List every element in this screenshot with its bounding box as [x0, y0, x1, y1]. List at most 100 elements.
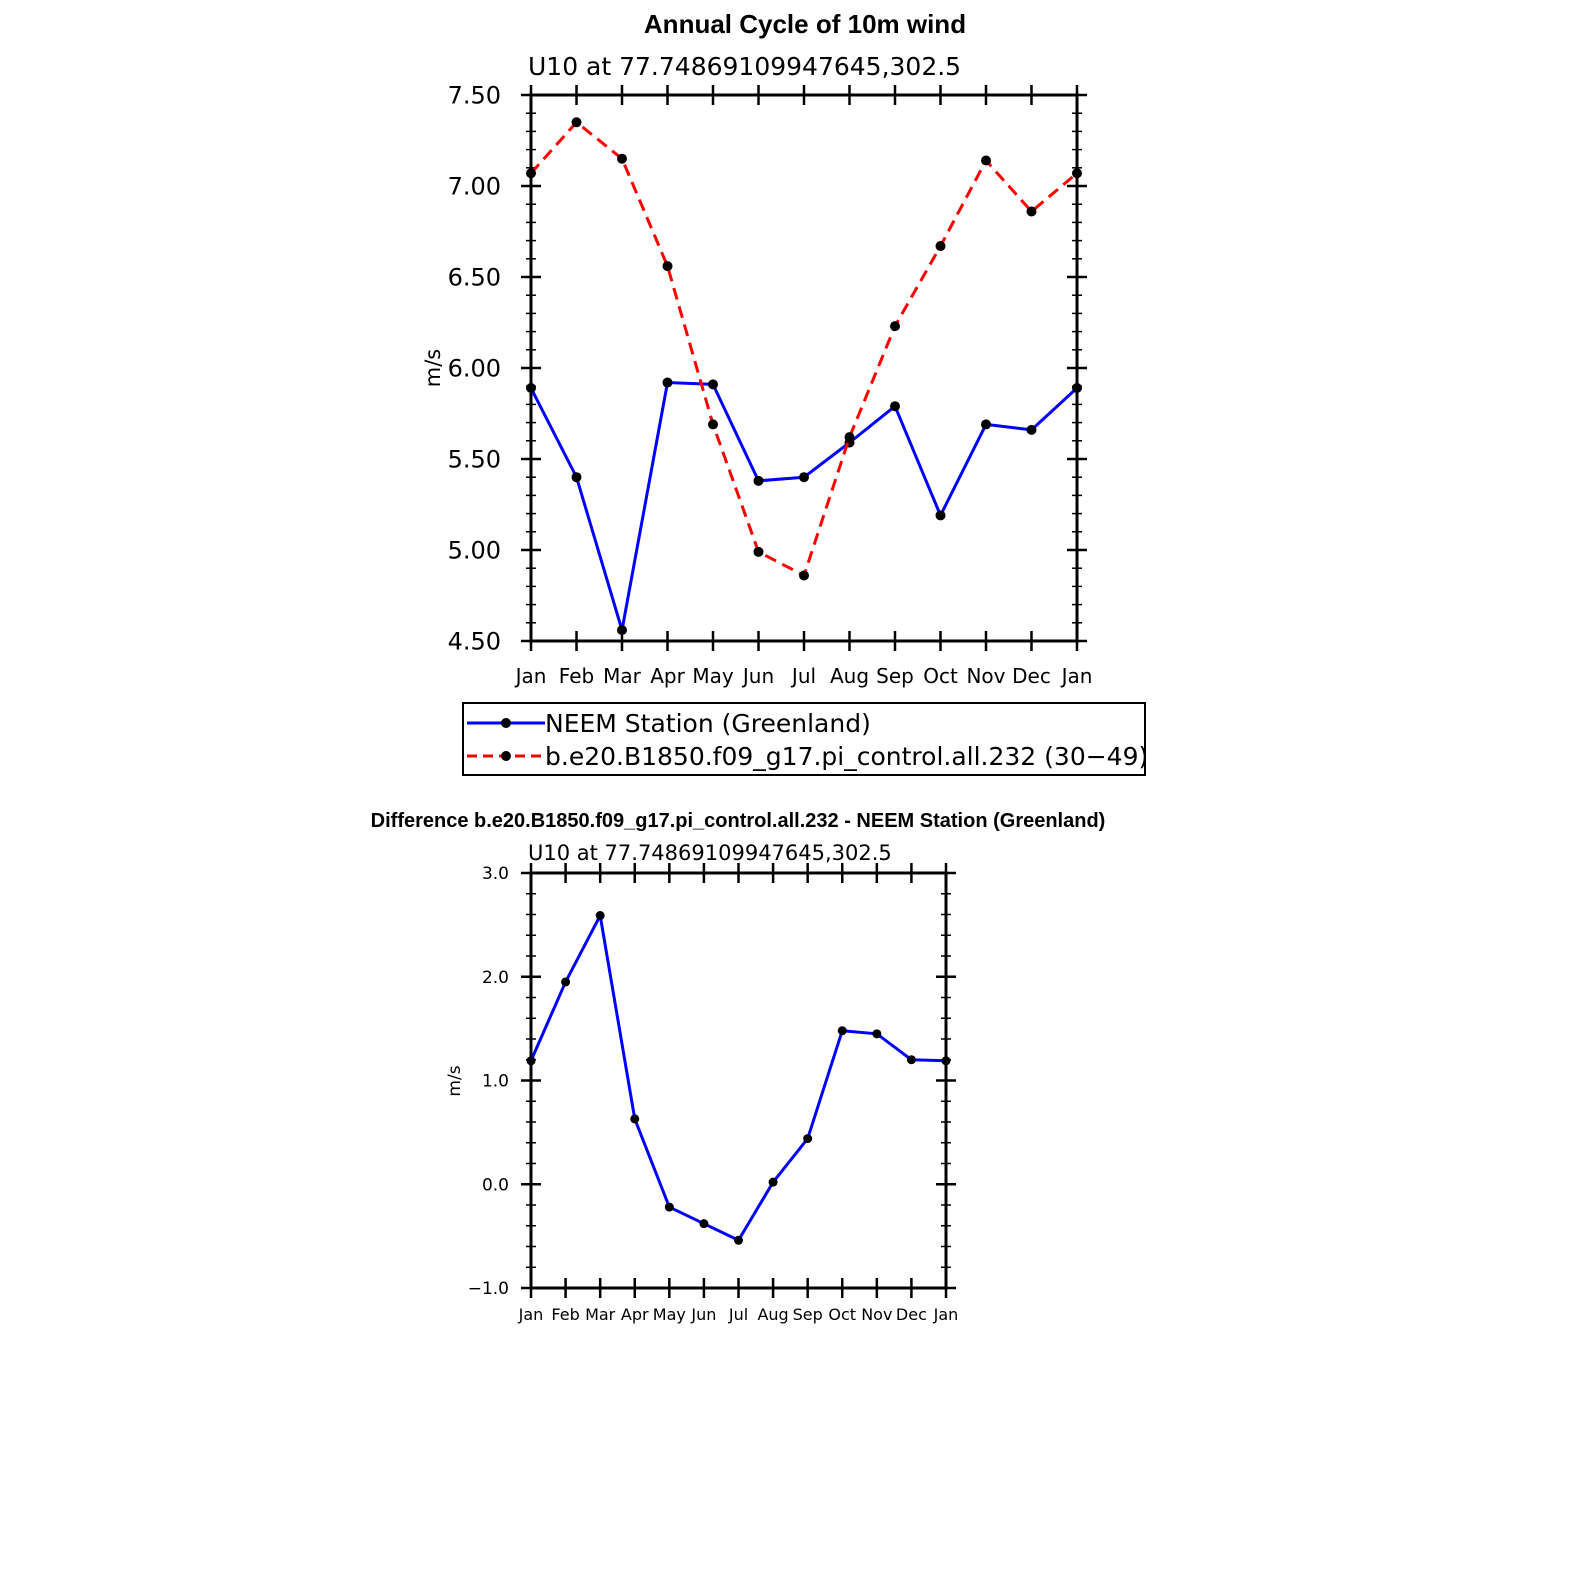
data-point: [906, 1055, 916, 1065]
chart2-subtitle: U10 at 77.74869109947645,302.5: [528, 841, 892, 865]
data-point: [664, 1202, 674, 1212]
data-point: [768, 1177, 778, 1187]
data-point: [662, 377, 673, 388]
chart2-x-tick-labels: Jan Feb Mar Apr May Jun Jul Aug Sep Oct Nov Dec Jan: [518, 1305, 959, 1324]
y-tick-label: 5.50: [448, 446, 501, 474]
chart1-series-group: [526, 117, 1082, 636]
x-tick-label: Aug: [757, 1305, 788, 1324]
chart1-subtitle: U10 at 77.74869109947645,302.5: [528, 52, 961, 81]
chart2-y-tick-labels: −1.0 0.0 1.0 2.0 3.0: [468, 864, 509, 1299]
series-line-0: [529, 914, 947, 1242]
wind-difference-chart: Difference b.e20.B1850.f09_g17.pi_contro…: [371, 810, 1106, 1324]
data-point: [799, 570, 809, 581]
data-point: [890, 401, 900, 412]
series-line-1: [529, 120, 1078, 577]
data-point: [526, 1056, 536, 1066]
data-point: [526, 383, 536, 394]
y-tick-label: 6.00: [448, 355, 501, 383]
data-point: [630, 1114, 640, 1124]
data-point: [941, 1056, 951, 1066]
data-point: [753, 475, 764, 486]
x-tick-label: Oct: [923, 664, 958, 688]
y-tick-label: 7.50: [448, 82, 501, 110]
x-tick-label: Apr: [650, 664, 685, 688]
y-tick-label: 6.50: [448, 264, 501, 292]
x-tick-label: May: [692, 664, 734, 688]
data-point: [844, 432, 855, 443]
data-point: [595, 911, 605, 921]
x-tick-label: Feb: [551, 1305, 579, 1324]
chart2-plot-frame: [529, 871, 948, 1290]
chart1-ylabel: m/s: [421, 349, 445, 387]
chart2-ticks: [521, 863, 956, 1298]
x-tick-label: Feb: [559, 664, 594, 688]
data-point: [1026, 206, 1037, 217]
data-point: [799, 472, 809, 483]
data-point: [617, 153, 627, 164]
y-tick-label: 0.0: [482, 1175, 509, 1195]
x-tick-label: Jan: [1060, 664, 1093, 688]
data-point: [837, 1026, 847, 1036]
chart2-series-group: [526, 911, 951, 1245]
x-tick-label: Jul: [790, 664, 816, 688]
data-point: [753, 546, 764, 557]
x-tick-label: Jan: [518, 1305, 544, 1324]
data-point: [699, 1219, 709, 1229]
x-tick-label: Sep: [876, 664, 914, 688]
data-point: [526, 168, 536, 179]
x-tick-label: Sep: [793, 1305, 823, 1324]
x-tick-label: May: [653, 1305, 686, 1324]
x-tick-label: Nov: [861, 1305, 892, 1324]
x-tick-label: Jul: [728, 1305, 748, 1324]
legend-marker-model: [501, 751, 511, 761]
data-point: [872, 1029, 882, 1039]
y-tick-label: 4.50: [448, 628, 501, 656]
data-point: [1072, 383, 1082, 394]
data-point: [1026, 424, 1037, 435]
x-tick-label: Jun: [741, 664, 774, 688]
x-tick-label: Dec: [1012, 664, 1051, 688]
x-tick-label: Oct: [828, 1305, 856, 1324]
chart1-y-tick-labels: 4.50 5.00 5.50 6.00 6.50 7.00 7.50: [448, 82, 501, 656]
chart1-title: Annual Cycle of 10m wind: [644, 9, 966, 39]
x-tick-label: Aug: [830, 664, 869, 688]
y-tick-label: 3.0: [482, 864, 509, 884]
data-point: [708, 379, 718, 390]
x-tick-label: Mar: [603, 664, 642, 688]
data-point: [981, 419, 991, 430]
wind-annual-cycle-chart: Annual Cycle of 10m wind U10 at 77.74869…: [421, 9, 1148, 776]
data-point: [935, 241, 946, 252]
chart2-ylabel: m/s: [445, 1065, 465, 1096]
x-tick-label: Nov: [966, 664, 1005, 688]
data-point: [1072, 168, 1082, 179]
data-point: [935, 510, 946, 521]
data-point: [734, 1235, 743, 1245]
series-line-0: [529, 381, 1079, 632]
y-tick-label: 5.00: [448, 537, 501, 565]
legend-box: [462, 702, 1146, 776]
data-point: [617, 625, 627, 636]
chart1-plot-frame: [529, 93, 1079, 643]
y-tick-label: 7.00: [448, 173, 501, 201]
y-tick-label: 1.0: [482, 1072, 509, 1092]
chart1-legend: NEEM Station (Greenland) b.e20.B1850.f09…: [462, 702, 1148, 776]
data-point: [981, 155, 991, 166]
x-tick-label: Jan: [933, 1305, 959, 1324]
x-tick-label: Apr: [621, 1305, 649, 1324]
data-point: [890, 321, 900, 332]
data-point: [662, 261, 673, 272]
data-point: [571, 117, 582, 128]
x-tick-label: Jun: [690, 1305, 716, 1324]
legend-marker-neem: [501, 718, 511, 728]
data-point: [803, 1134, 813, 1144]
chart1-x-tick-labels: Jan Feb Mar Apr May Jun Jul Aug Sep Oct Nov Dec Jan: [514, 664, 1093, 688]
chart2-title: Difference b.e20.B1850.f09_g17.pi_contro…: [371, 810, 1106, 832]
data-point: [561, 977, 571, 987]
y-tick-label: 2.0: [482, 968, 509, 988]
x-tick-label: Dec: [896, 1305, 927, 1324]
y-tick-label: −1.0: [468, 1279, 509, 1299]
data-point: [708, 419, 718, 430]
legend-label-model: b.e20.B1850.f09_g17.pi_control.all.232 (…: [545, 742, 1148, 771]
x-tick-label: Mar: [585, 1305, 616, 1324]
